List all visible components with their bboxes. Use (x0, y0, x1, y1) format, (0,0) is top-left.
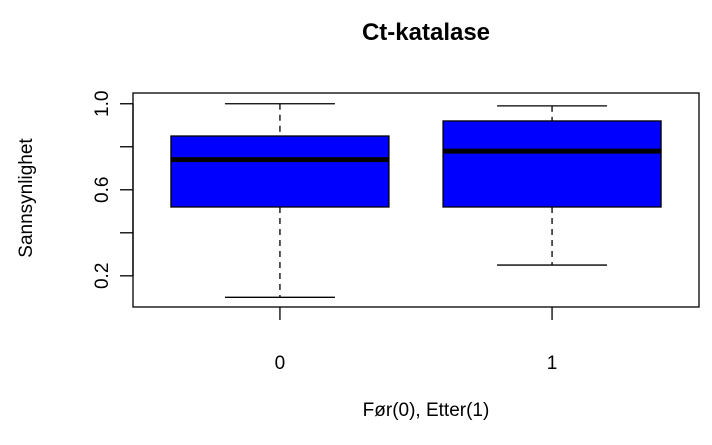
y-axis: 0.2 0.6 1.0 (92, 91, 134, 289)
y-tick-label: 0.6 (92, 177, 113, 203)
y-tick-label: 1.0 (92, 91, 113, 117)
box-body (442, 120, 662, 208)
chart-title: Ct-katalase (362, 19, 490, 46)
box-1 (442, 105, 662, 266)
x-tick-label: 1 (547, 353, 558, 374)
y-tick-label: 0.2 (92, 263, 113, 289)
y-axis-label: Sannsynlighet (16, 138, 37, 258)
box-series (170, 103, 662, 298)
x-tick-label: 0 (275, 353, 286, 374)
x-axis-label: Før(0), Etter(1) (363, 400, 490, 421)
box-body (170, 135, 390, 208)
box-0 (170, 103, 390, 298)
